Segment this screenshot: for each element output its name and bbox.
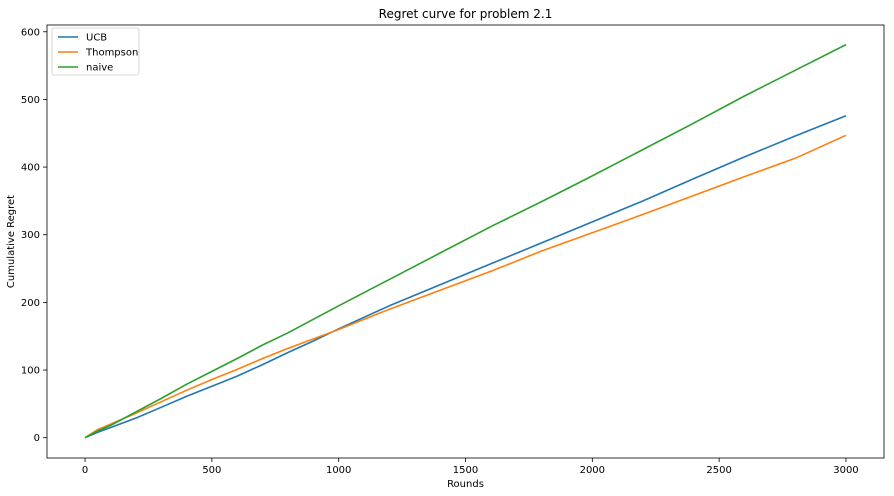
x-tick-label: 0 bbox=[82, 465, 88, 476]
legend: UCB Thompson naive bbox=[51, 27, 140, 76]
y-tick-label: 200 bbox=[21, 298, 40, 309]
series-line-naive bbox=[84, 43, 847, 439]
x-tick-label: 1500 bbox=[453, 465, 478, 476]
x-axis-label: Rounds bbox=[447, 479, 484, 490]
x-tick-label: 1000 bbox=[326, 465, 351, 476]
legend-label-ucb: UCB bbox=[86, 33, 107, 44]
legend-box bbox=[51, 27, 140, 76]
y-tick-label: 300 bbox=[21, 230, 40, 241]
legend-label-naive: naive bbox=[86, 63, 113, 74]
legend-label-thompson: Thompson bbox=[85, 48, 138, 59]
series-line-thompson bbox=[84, 134, 847, 439]
plot-area: 0 500 1000 1500 2000 2500 3000 0 100 200 300 400 500… bbox=[21, 24, 885, 476]
x-tick-label: 3000 bbox=[833, 465, 858, 476]
y-tick-label: 600 bbox=[21, 27, 40, 38]
x-tick-label: 2500 bbox=[706, 465, 731, 476]
chart-title: Regret curve for problem 2.1 bbox=[379, 7, 553, 21]
y-tick-label: 0 bbox=[34, 433, 40, 444]
y-axis-label: Cumulative Regret bbox=[6, 195, 17, 288]
y-tick-label: 500 bbox=[21, 95, 40, 106]
y-tick-label: 100 bbox=[21, 366, 40, 377]
y-tick-label: 400 bbox=[21, 163, 40, 174]
x-tick-label: 2000 bbox=[580, 465, 605, 476]
x-tick-label: 500 bbox=[202, 465, 221, 476]
